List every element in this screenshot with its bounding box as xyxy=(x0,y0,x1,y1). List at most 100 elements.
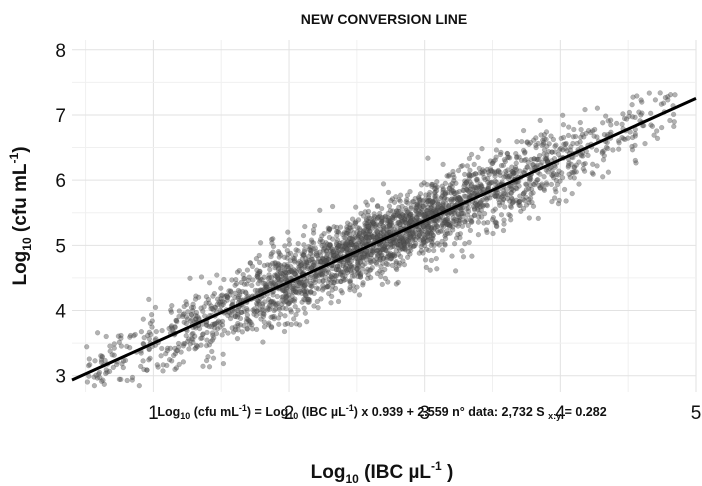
scatter-point xyxy=(335,263,341,270)
scatter-point xyxy=(605,118,611,124)
scatter-point xyxy=(419,231,425,237)
scatter-point xyxy=(421,232,427,238)
scatter-point xyxy=(603,144,610,150)
scatter-point xyxy=(413,215,420,221)
scatter-point xyxy=(479,183,485,189)
scatter-point xyxy=(331,279,337,286)
scatter-point xyxy=(479,169,485,175)
scatter-point xyxy=(531,182,537,188)
scatter-point xyxy=(276,279,282,285)
scatter-point xyxy=(274,276,281,282)
scatter-point xyxy=(485,179,491,185)
scatter-point xyxy=(368,235,375,241)
scatter-point xyxy=(268,324,275,330)
scatter-point xyxy=(410,235,417,241)
scatter-point xyxy=(471,212,478,219)
scatter-point xyxy=(405,254,411,260)
scatter-point xyxy=(220,351,226,357)
scatter-point xyxy=(378,230,384,236)
scatter-point xyxy=(403,221,409,227)
scatter-point xyxy=(169,325,176,332)
scatter-point xyxy=(431,218,438,224)
scatter-point xyxy=(524,140,530,146)
scatter-point xyxy=(340,232,346,238)
scatter-point xyxy=(629,147,636,153)
scatter-point xyxy=(320,283,326,289)
scatter-point xyxy=(373,234,380,240)
scatter-point xyxy=(528,156,534,163)
scatter-point xyxy=(374,231,381,237)
scatter-point xyxy=(489,217,496,223)
scatter-point xyxy=(440,161,446,168)
scatter-point xyxy=(145,332,151,339)
scatter-point xyxy=(424,197,431,203)
scatter-point xyxy=(372,222,378,229)
scatter-point xyxy=(396,209,402,215)
scatter-point xyxy=(367,228,373,234)
y-label-part-1: Log xyxy=(10,251,31,286)
scatter-point xyxy=(308,289,314,295)
scatter-point xyxy=(594,134,600,140)
scatter-point xyxy=(287,250,294,256)
scatter-point xyxy=(278,277,285,284)
scatter-point xyxy=(288,289,294,295)
scatter-point xyxy=(346,247,352,253)
scatter-point xyxy=(451,197,457,203)
scatter-point xyxy=(335,298,342,305)
scatter-point xyxy=(144,367,150,373)
scatter-point xyxy=(479,146,485,152)
scatter-point xyxy=(356,292,363,298)
scatter-point xyxy=(539,142,545,149)
scatter-point xyxy=(397,221,403,228)
scatter-point xyxy=(292,268,298,274)
scatter-point xyxy=(266,296,272,302)
scatter-point xyxy=(397,247,403,253)
scatter-point xyxy=(311,240,317,246)
scatter-point xyxy=(255,281,261,287)
scatter-point xyxy=(271,280,277,286)
scatter-point xyxy=(393,281,400,287)
scatter-point xyxy=(638,97,644,103)
scatter-point xyxy=(338,278,344,285)
scatter-point xyxy=(198,335,204,342)
scatter-point xyxy=(487,158,494,164)
scatter-point xyxy=(269,236,275,243)
scatter-point xyxy=(363,199,369,205)
scatter-point xyxy=(330,265,336,272)
scatter-point xyxy=(271,279,277,285)
scatter-point xyxy=(402,212,409,219)
scatter-point xyxy=(367,259,373,266)
scatter-point xyxy=(355,257,361,263)
scatter-point xyxy=(620,111,626,117)
scatter-point xyxy=(507,213,513,219)
scatter-point xyxy=(213,331,220,337)
scatter-point xyxy=(311,223,318,229)
scatter-point xyxy=(173,317,180,324)
scatter-point xyxy=(467,167,473,173)
scatter-point xyxy=(214,272,220,278)
scatter-point xyxy=(380,255,387,261)
scatter-point xyxy=(429,203,435,210)
scatter-point xyxy=(480,197,486,203)
scatter-point xyxy=(266,306,273,312)
scatter-point xyxy=(451,218,457,225)
scatter-point xyxy=(341,235,347,241)
scatter-point xyxy=(522,167,528,173)
scatter-point xyxy=(290,283,296,290)
scatter-point xyxy=(146,336,153,342)
scatter-point xyxy=(475,207,481,213)
scatter-point xyxy=(535,177,541,183)
scatter-point xyxy=(561,141,567,147)
scatter-point xyxy=(446,222,453,228)
scatter-point xyxy=(522,150,528,156)
scatter-point xyxy=(292,271,298,277)
scatter-point xyxy=(242,276,248,282)
scatter-point xyxy=(591,133,597,139)
scatter-point xyxy=(310,227,317,233)
scatter-point xyxy=(146,357,152,363)
scatter-point xyxy=(313,272,319,278)
scatter-point xyxy=(555,172,561,178)
scatter-point xyxy=(567,174,573,180)
scatter-point xyxy=(363,227,369,233)
scatter-point xyxy=(276,315,282,321)
